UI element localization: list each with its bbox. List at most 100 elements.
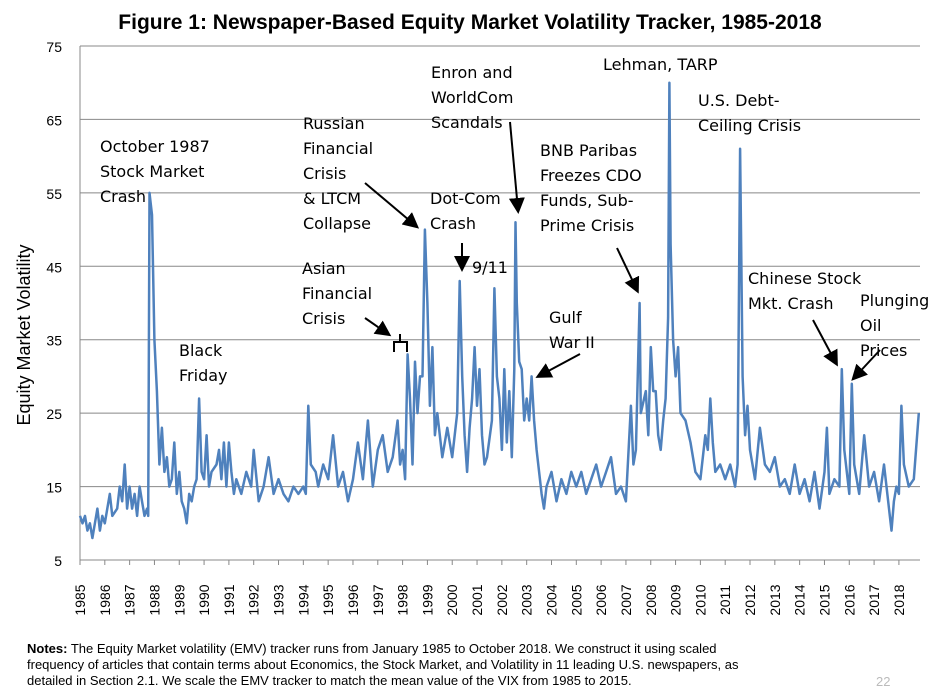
annotation-line: Crisis bbox=[303, 164, 346, 183]
annotation: BNB Paribas Freezes CDO Funds, Sub- Prime C… bbox=[540, 141, 642, 235]
annotation-line: Plunging bbox=[860, 291, 929, 310]
plot bbox=[78, 81, 921, 540]
arrow bbox=[364, 317, 392, 337]
x-tick-label: 2005 bbox=[568, 584, 584, 615]
arrow bbox=[535, 353, 581, 378]
x-tick-label: 2009 bbox=[668, 584, 684, 615]
x-tick-label: 2010 bbox=[692, 584, 708, 615]
annotation-line: Oil bbox=[860, 316, 881, 335]
y-tick-label: 65 bbox=[46, 112, 62, 128]
notes-line: Notes: The Equity Market volatility (EMV… bbox=[27, 641, 927, 657]
annotation-line: War II bbox=[549, 333, 595, 352]
annotation: Lehman, TARP bbox=[603, 55, 718, 74]
annotation: Asian Financial Crisis bbox=[302, 259, 372, 328]
annotation-line: Stock Market bbox=[100, 162, 204, 181]
x-tick-label: 2018 bbox=[891, 584, 907, 615]
x-tick-label: 1992 bbox=[246, 584, 262, 615]
x-tick-label: 2015 bbox=[816, 584, 832, 615]
annotation: October 1987 Stock Market Crash bbox=[100, 137, 210, 206]
annotation-line: Collapse bbox=[303, 214, 371, 233]
annotation-line: Chinese Stock bbox=[748, 269, 862, 288]
y-tick-label: 15 bbox=[46, 480, 62, 496]
y-tick-label: 25 bbox=[46, 406, 62, 422]
x-tick-label: 2012 bbox=[742, 584, 758, 615]
notes-line: frequency of articles that contain terms… bbox=[27, 657, 739, 672]
annotation: Dot-Com Crash bbox=[430, 189, 501, 233]
x-tick-label: 2006 bbox=[593, 584, 609, 615]
x-tick-label: 2003 bbox=[519, 584, 535, 615]
annotation-line: Friday bbox=[179, 366, 228, 385]
annotation: Plunging Oil Prices bbox=[860, 291, 929, 360]
annotation-line: BNB Paribas bbox=[540, 141, 637, 160]
annotation-line: & LTCM bbox=[303, 189, 361, 208]
notes: Notes: The Equity Market volatility (EMV… bbox=[27, 641, 927, 689]
annotation-line: Enron and bbox=[431, 63, 513, 82]
x-tick-label: 2011 bbox=[717, 585, 733, 615]
x-tick-label: 1999 bbox=[419, 584, 435, 615]
annotation-line: Asian bbox=[302, 259, 346, 278]
x-tick-label: 2001 bbox=[469, 584, 485, 615]
annotation: 9/11 bbox=[472, 258, 508, 277]
annotation: Chinese Stock Mkt. Crash bbox=[748, 269, 862, 313]
annotation-line: Gulf bbox=[549, 308, 582, 327]
x-tick-label: 1988 bbox=[146, 584, 162, 615]
notes-text: The Equity Market volatility (EMV) track… bbox=[67, 641, 717, 656]
annotations: October 1987 Stock Market Crash Black Friday… bbox=[100, 55, 929, 385]
line-series bbox=[78, 81, 921, 540]
chart: Figure 1: Newspaper-Based Equity Market … bbox=[14, 11, 929, 616]
arrow bbox=[851, 349, 881, 381]
annotation-line: Crash bbox=[100, 187, 146, 206]
y-tick-label: 75 bbox=[46, 39, 62, 55]
x-tick-label: 2002 bbox=[494, 584, 510, 615]
x-tick-label: 2004 bbox=[543, 584, 559, 615]
chart-title: Figure 1: Newspaper-Based Equity Market … bbox=[118, 11, 822, 34]
annotation-line: Black bbox=[179, 341, 223, 360]
annotation-line: October 1987 bbox=[100, 137, 210, 156]
annotation: Gulf War II bbox=[549, 308, 595, 352]
page-number: 22 bbox=[876, 674, 891, 689]
y-tick-label: 35 bbox=[46, 333, 62, 349]
x-tick-label: 2014 bbox=[792, 584, 808, 615]
x-tick-label: 1986 bbox=[97, 584, 113, 615]
y-tick-label: 5 bbox=[54, 553, 62, 569]
x-tick-label: 2016 bbox=[841, 584, 857, 615]
x-tick-label: 2000 bbox=[444, 584, 460, 615]
annotation: Russian Financial Crisis & LTCM Collapse bbox=[303, 114, 373, 233]
x-tick-label: 1991 bbox=[221, 584, 237, 615]
y-tick-label: 45 bbox=[46, 259, 62, 275]
annotation-line: Freezes CDO bbox=[540, 166, 642, 185]
annotation-line: Prime Crisis bbox=[540, 216, 634, 235]
arrow bbox=[616, 247, 640, 294]
annotation-line: Crisis bbox=[302, 309, 345, 328]
x-tick-label: 1998 bbox=[395, 584, 411, 615]
annotation-line: Ceiling Crisis bbox=[698, 116, 801, 135]
arrow bbox=[508, 121, 525, 214]
bracket bbox=[393, 334, 408, 352]
annotation-line: U.S. Debt- bbox=[698, 91, 780, 110]
notes-label: Notes: bbox=[27, 641, 68, 656]
annotation-line: Lehman, TARP bbox=[603, 55, 718, 74]
notes-line: detailed in Section 2.1. We scale the EM… bbox=[27, 673, 632, 688]
annotation-line: Financial bbox=[303, 139, 373, 158]
annotation-line: Mkt. Crash bbox=[748, 294, 834, 313]
x-tick-label: 1985 bbox=[72, 584, 88, 615]
annotation-line: Dot-Com bbox=[430, 189, 501, 208]
x-tick-label: 2013 bbox=[767, 584, 783, 615]
annotation-line: Russian bbox=[303, 114, 365, 133]
x-tick-label: 2008 bbox=[643, 584, 659, 615]
x-tick-label: 1996 bbox=[345, 584, 361, 615]
x-tick-label: 1995 bbox=[320, 584, 336, 615]
x-tick-label: 1993 bbox=[271, 584, 287, 615]
annotation-line: Financial bbox=[302, 284, 372, 303]
x-tick-label: 2017 bbox=[866, 584, 882, 615]
arrow bbox=[812, 319, 838, 367]
grid: 5 15 25 35 45 55 65 75 1985 1986 1987 1988 1989 1990 1… bbox=[46, 39, 920, 616]
annotation-line: Prices bbox=[860, 341, 907, 360]
x-tick-label: 1989 bbox=[171, 584, 187, 615]
x-tick-label: 1994 bbox=[295, 584, 311, 615]
annotation-line: 9/11 bbox=[472, 258, 508, 277]
annotation-line: WorldCom bbox=[431, 88, 513, 107]
x-tick-label: 2007 bbox=[618, 584, 634, 615]
annotation: U.S. Debt- Ceiling Crisis bbox=[698, 91, 801, 135]
